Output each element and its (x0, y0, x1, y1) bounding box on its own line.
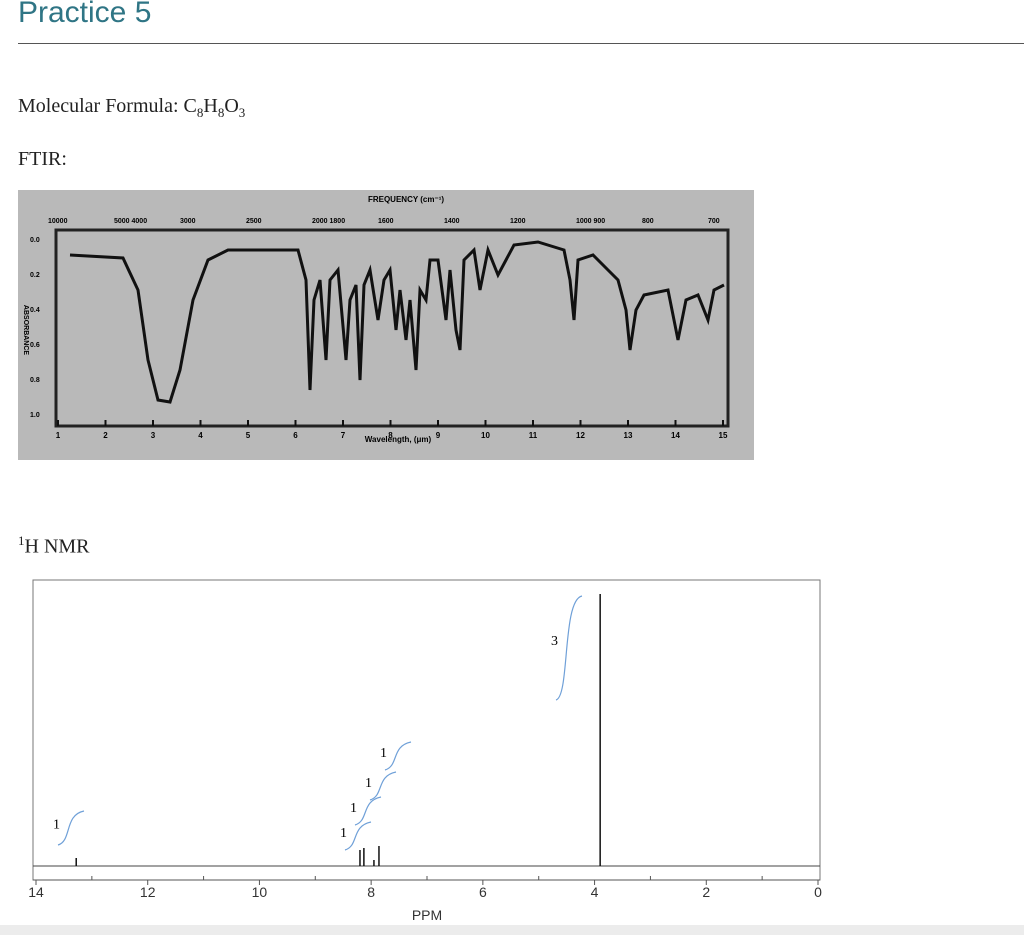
frequency-tick-label: 1600 (378, 218, 394, 225)
x-tick-label: 10 (252, 884, 268, 900)
integration-label: 3 (551, 634, 558, 649)
absorbance-tick-label: 0.8 (30, 377, 40, 384)
x-tick-label: 6 (479, 884, 487, 900)
nmr-superscript: 1 (18, 533, 25, 548)
nmr-heading: 1H NMR (18, 533, 90, 559)
absorbance-tick-label: 1.0 (30, 412, 40, 419)
frequency-tick-label: 10000 (48, 218, 68, 225)
integration-curve (384, 741, 412, 771)
x-tick-label: 12 (140, 884, 156, 900)
frequency-tick-label: 700 (708, 218, 720, 225)
x-tick-label: 4 (591, 884, 599, 900)
frequency-tick-label: 2500 (246, 218, 262, 225)
absorbance-tick-label: 0.6 (30, 342, 40, 349)
element: H (203, 95, 218, 117)
absorbance-tick-label: 0.0 (30, 237, 40, 244)
frequency-label: FREQUENCY (cm⁻¹) (368, 195, 444, 204)
frequency-tick-label: 2000 1800 (312, 218, 345, 225)
subscript: 3 (238, 105, 246, 120)
wavelength-tick-label: 11 (529, 431, 538, 440)
formula: Molecular Formula: C8H8O3 (18, 95, 245, 121)
wavelength-label: Wavelength, (μm) (365, 435, 432, 444)
wavelength-tick-label: 15 (719, 431, 728, 440)
bottom-bar (0, 925, 1024, 935)
wavelength-tick-label: 7 (341, 431, 346, 440)
frequency-tick-label: 1400 (444, 218, 460, 225)
wavelength-tick-label: 9 (436, 431, 441, 440)
ir-frame (54, 228, 730, 428)
integration-curve (555, 595, 583, 701)
frequency-tick-label: 1200 (510, 218, 526, 225)
wavelength-tick-label: 5 (246, 431, 251, 440)
subscript: 8 (217, 105, 225, 120)
x-tick-label: 8 (367, 884, 375, 900)
wavelength-tick-label: 6 (293, 431, 298, 440)
wavelength-tick-label: 3 (151, 431, 156, 440)
integration-label: 1 (53, 818, 60, 833)
element: C (183, 95, 197, 117)
wavelength-tick-label: 2 (103, 431, 108, 440)
subscript: 8 (196, 105, 204, 120)
frequency-tick-label: 1000 900 (576, 218, 605, 225)
integration-curve (57, 810, 85, 846)
integration-label: 1 (380, 746, 387, 761)
x-tick-label: 2 (702, 884, 710, 900)
wavelength-tick-label: 1 (56, 431, 61, 440)
integration-label: 1 (350, 801, 357, 816)
page-title: Practice 5 (18, 0, 152, 29)
frequency-tick-label: 5000 4000 (114, 218, 147, 225)
frequency-tick-label: 800 (642, 218, 654, 225)
integration-curve (369, 771, 397, 801)
integration-curve (344, 821, 372, 851)
absorbance-tick-label: 0.4 (30, 307, 40, 314)
wavelength-tick-label: 12 (576, 431, 585, 440)
absorbance-label: ABSORBANCE (22, 305, 29, 356)
ftir-label: FTIR: (18, 148, 67, 170)
ir-trace (69, 240, 725, 404)
wavelength-tick-label: 14 (671, 431, 680, 440)
x-tick-label: 14 (28, 884, 44, 900)
wavelength-tick-label: 4 (198, 431, 203, 440)
integration-curve (354, 796, 382, 826)
element: O (224, 95, 239, 117)
formula-value: C8H8O3 (183, 95, 246, 120)
integration-label: 1 (340, 826, 347, 841)
ir-spectrum: FREQUENCY (cm⁻¹)10000 5000 4000 3000 2500 20… (18, 190, 754, 460)
frequency-tick-label: 3000 (180, 218, 196, 225)
absorbance-tick-label: 0.2 (30, 272, 40, 279)
nmr-frame (32, 579, 821, 881)
x-axis-label: PPM (412, 907, 442, 923)
ir-background (18, 190, 754, 460)
formula-label: Molecular Formula: (18, 95, 179, 117)
wavelength-tick-label: 8 (388, 431, 393, 440)
ir-labels: FREQUENCY (cm⁻¹)10000 5000 4000 3000 2500 20… (22, 195, 728, 444)
integration-label: 1 (365, 776, 372, 791)
nmr-label: H NMR (24, 535, 90, 558)
divider (18, 43, 1024, 44)
x-tick-label: 0 (814, 884, 822, 900)
wavelength-tick-label: 10 (481, 431, 490, 440)
wavelength-tick-label: 13 (624, 431, 633, 440)
